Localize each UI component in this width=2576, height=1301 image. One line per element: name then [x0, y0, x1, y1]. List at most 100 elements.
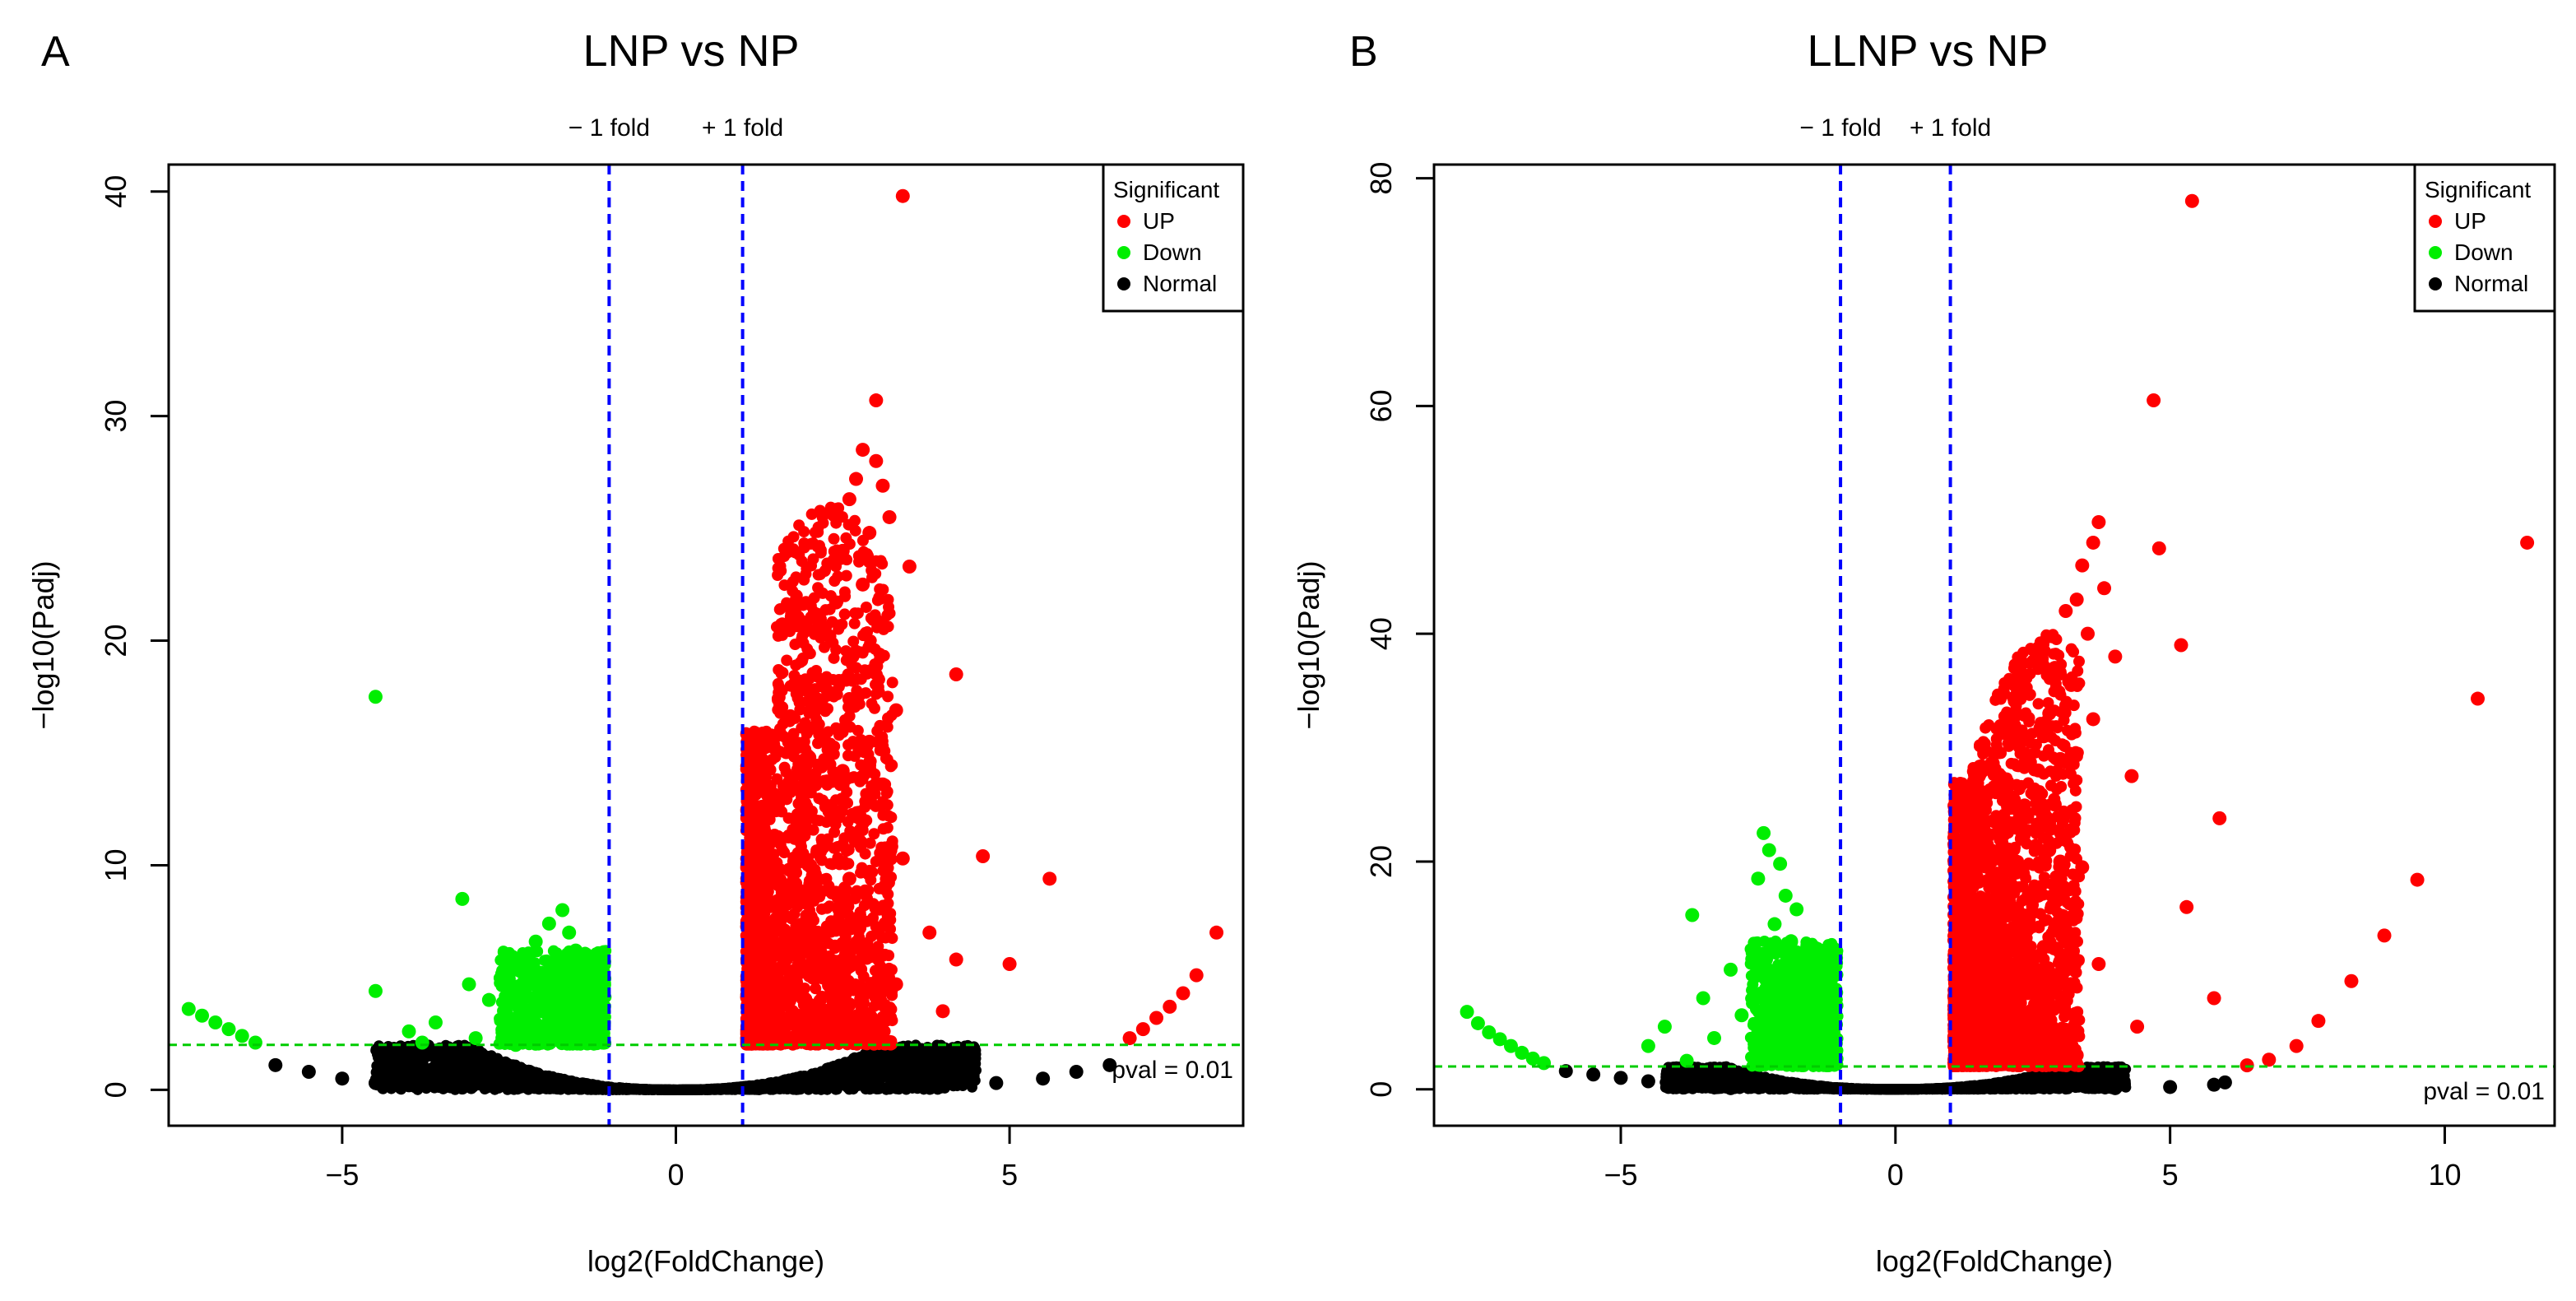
up-point	[882, 690, 894, 703]
up-point	[877, 823, 889, 835]
up-point	[846, 658, 858, 671]
up-point	[829, 560, 842, 572]
up-point	[851, 672, 863, 685]
up-point	[878, 917, 890, 929]
up-point	[875, 555, 887, 567]
up-point	[838, 586, 851, 598]
up-point	[832, 992, 844, 1005]
normal-point	[386, 1083, 397, 1094]
normal-point	[476, 1048, 488, 1059]
normal-point	[448, 1044, 459, 1056]
normal-point	[628, 1084, 639, 1095]
normal-point	[383, 1052, 394, 1064]
normal-point	[770, 1078, 782, 1090]
normal-point	[538, 1081, 550, 1093]
up-point	[883, 606, 895, 619]
up-point	[848, 617, 861, 630]
up-point	[874, 653, 886, 665]
up-point	[759, 894, 771, 906]
up-point	[877, 809, 889, 821]
up-point	[828, 532, 840, 545]
up-point	[860, 601, 872, 613]
up-point	[827, 509, 839, 522]
up-point	[871, 725, 884, 737]
normal-point	[884, 1055, 895, 1066]
up-point	[848, 831, 861, 843]
up-point	[868, 828, 880, 840]
up-point	[865, 874, 877, 886]
up-point	[826, 858, 838, 871]
normal-point	[636, 1084, 647, 1095]
up-point	[744, 840, 756, 853]
up-point	[814, 815, 826, 827]
normal-point	[447, 1054, 458, 1066]
up-point	[859, 801, 871, 813]
normal-point	[392, 1076, 404, 1088]
up-point	[815, 854, 828, 867]
up-point	[752, 909, 764, 922]
up-point	[787, 681, 799, 693]
normal-point	[921, 1062, 932, 1074]
normal-point	[759, 1080, 770, 1092]
normal-point	[471, 1062, 482, 1074]
normal-point	[847, 1060, 859, 1071]
up-point	[816, 794, 828, 806]
up-point	[828, 748, 840, 760]
normal-point	[689, 1084, 701, 1095]
plot-area	[181, 188, 1224, 1095]
up-point	[791, 810, 803, 822]
up-point	[886, 676, 898, 689]
up-point	[790, 920, 802, 932]
up-point	[793, 696, 805, 709]
up-point	[870, 800, 882, 812]
up-point	[866, 914, 879, 927]
up-point	[838, 950, 851, 963]
up-point	[835, 962, 847, 974]
up-point	[755, 739, 768, 751]
up-point	[881, 799, 893, 811]
up-point	[836, 618, 848, 630]
normal-point	[378, 1061, 390, 1072]
up-point	[842, 797, 854, 809]
normal-point	[432, 1080, 443, 1092]
up-point	[785, 786, 797, 798]
up-point	[804, 648, 816, 660]
panel-letter: A	[41, 28, 70, 76]
up-point	[852, 1011, 865, 1023]
normal-point	[571, 1080, 583, 1091]
up-point	[768, 848, 780, 861]
up-point	[785, 713, 797, 725]
up-point	[781, 599, 793, 611]
up-point	[812, 521, 824, 533]
up-point	[748, 755, 760, 767]
normal-point	[654, 1084, 666, 1095]
normal-point	[865, 1051, 876, 1062]
up-point	[875, 964, 887, 976]
up-point	[797, 764, 810, 776]
normal-point	[836, 1062, 847, 1074]
up-point	[842, 857, 855, 870]
up-point	[772, 678, 784, 690]
up-point	[809, 927, 821, 939]
up-point	[807, 553, 819, 565]
up-point	[818, 753, 830, 765]
up-point	[801, 681, 814, 694]
up-point	[828, 887, 841, 899]
chart-title: LNP vs NP	[583, 26, 799, 76]
up-point	[828, 575, 841, 588]
normal-point	[821, 1084, 833, 1095]
up-point	[765, 739, 777, 751]
normal-point	[401, 1043, 412, 1055]
normal-point	[906, 1048, 917, 1060]
normal-point	[877, 1062, 889, 1073]
up-point	[838, 608, 851, 620]
normal-point	[964, 1065, 976, 1076]
up-point	[815, 544, 827, 556]
up-point	[764, 764, 777, 776]
normal-point	[419, 1078, 430, 1090]
up-point	[832, 1016, 844, 1029]
up-point	[798, 526, 810, 538]
up-point	[886, 932, 898, 945]
up-point	[778, 579, 791, 592]
